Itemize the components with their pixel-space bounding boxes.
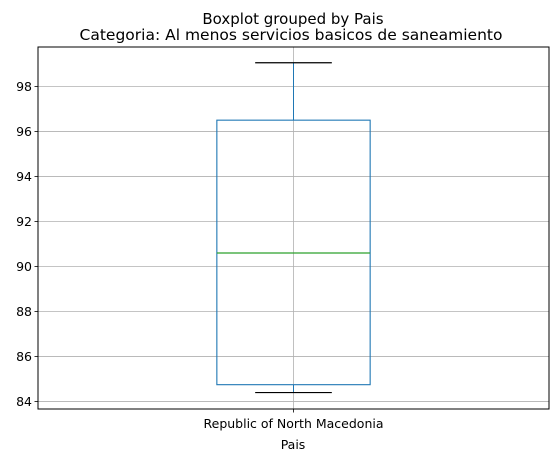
x-axis-label: Pais (281, 437, 306, 452)
chart-title: Categoria: Al menos servicios basicos de… (80, 26, 503, 44)
y-tick-label: 86 (16, 349, 32, 364)
y-axis: 84 86 88 90 92 94 96 98 (16, 79, 38, 409)
y-tick-label: 90 (16, 259, 32, 274)
chart-suptitle: Boxplot grouped by Pais (202, 10, 383, 28)
y-tick-label: 98 (16, 79, 32, 94)
x-axis: Republic of North Macedonia (204, 409, 384, 431)
boxplot-box-group (216, 62, 371, 394)
y-tick-label: 92 (16, 214, 32, 229)
y-tick-label: 84 (16, 394, 32, 409)
box-series (216, 62, 371, 394)
y-tick-label: 94 (16, 169, 32, 184)
y-tick-label: 96 (16, 124, 32, 139)
x-tick-label: Republic of North Macedonia (204, 416, 384, 431)
y-tick-label: 88 (16, 304, 32, 319)
